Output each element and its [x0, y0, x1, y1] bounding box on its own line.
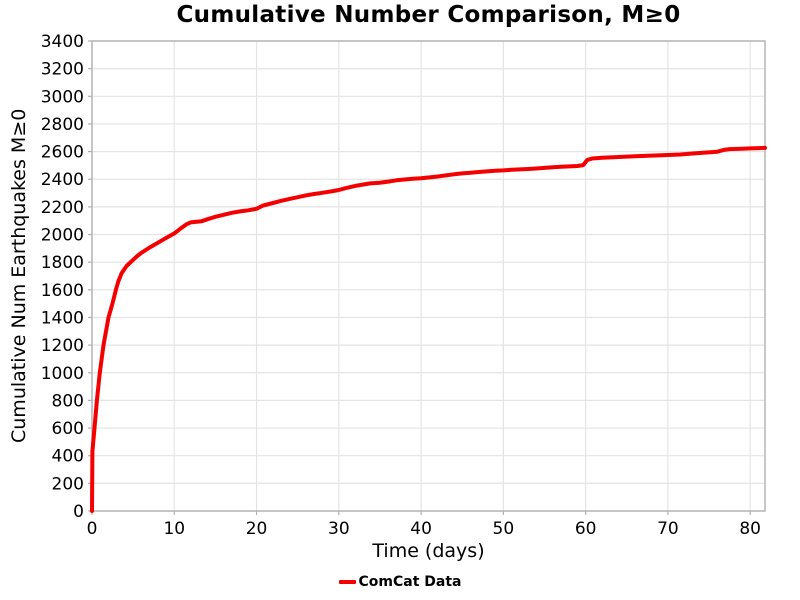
y-tick-label: 600	[52, 419, 84, 439]
x-tick-label: 20	[246, 519, 268, 539]
x-tick-label: 80	[739, 519, 761, 539]
x-axis-label: Time (days)	[372, 540, 485, 562]
y-tick-label: 1600	[41, 281, 84, 301]
y-tick-label: 2200	[41, 198, 84, 218]
x-tick-label: 50	[493, 519, 515, 539]
y-tick-label: 3400	[41, 32, 84, 52]
legend-line-swatch	[338, 580, 356, 584]
x-tick-label: 40	[410, 519, 432, 539]
y-tick-label: 200	[52, 474, 84, 494]
x-tick-label: 30	[328, 519, 350, 539]
y-tick-label: 1800	[41, 253, 84, 273]
y-tick-label: 400	[52, 447, 84, 467]
y-tick-label: 0	[73, 502, 84, 522]
x-tick-label: 70	[657, 519, 679, 539]
y-tick-label: 1400	[41, 308, 84, 328]
y-tick-label: 2800	[41, 115, 84, 135]
y-tick-label: 1200	[41, 336, 84, 356]
y-tick-label: 1000	[41, 364, 84, 384]
chart-title: Cumulative Number Comparison, M≥0	[176, 2, 681, 28]
legend: ComCat Data	[0, 570, 800, 594]
x-tick-label: 0	[87, 519, 98, 539]
plot-border	[91, 40, 766, 512]
y-tick-label: 800	[52, 391, 84, 411]
y-tick-label: 2000	[41, 226, 84, 246]
y-tick-label: 3000	[41, 87, 84, 107]
y-tick-label: 2400	[41, 170, 84, 190]
x-tick-label: 10	[163, 519, 185, 539]
y-tick-label: 3200	[41, 60, 84, 80]
legend-label: ComCat Data	[358, 574, 462, 590]
y-tick-label: 2600	[41, 143, 84, 163]
data-line	[90, 145, 767, 513]
x-tick-label: 60	[575, 519, 597, 539]
